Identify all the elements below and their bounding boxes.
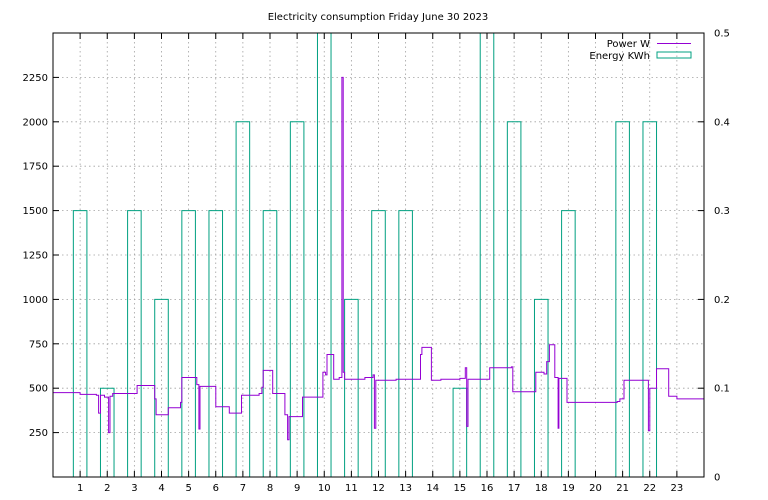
energy-bar bbox=[235, 121, 251, 477]
x-tick-label: 9 bbox=[294, 483, 300, 494]
energy-bar bbox=[99, 387, 115, 477]
y-left-tick-label: 1250 bbox=[23, 251, 48, 262]
legend-swatch-energy bbox=[656, 51, 692, 59]
y-left-tick-label: 2000 bbox=[23, 117, 48, 128]
x-tick-label: 10 bbox=[318, 483, 331, 494]
legend: Power W Energy KWh bbox=[589, 39, 692, 62]
x-tick-label: 8 bbox=[267, 483, 273, 494]
legend-label-power: Power W bbox=[607, 39, 650, 50]
energy-bar bbox=[642, 121, 658, 477]
energy-bar bbox=[371, 210, 386, 477]
power-line-group bbox=[53, 76, 704, 441]
x-tick-label: 16 bbox=[481, 483, 494, 494]
x-tick-label: 23 bbox=[671, 483, 684, 494]
y-left-tick-label: 250 bbox=[29, 428, 48, 439]
x-tick-label: 22 bbox=[643, 483, 656, 494]
axis-ticks: 1 2 3 4 5 6 7 8 9 10 11 12 13 14 15 16 17 18 19 20 21 22 23250… bbox=[23, 29, 730, 495]
y-left-tick-label: 1750 bbox=[23, 162, 48, 173]
x-tick-label: 15 bbox=[454, 483, 467, 494]
chart-title: Electricity consumption Friday June 30 2… bbox=[268, 12, 489, 23]
energy-bar bbox=[561, 210, 576, 477]
energy-bar bbox=[506, 121, 522, 477]
x-tick-label: 13 bbox=[399, 483, 412, 494]
x-tick-label: 20 bbox=[589, 483, 602, 494]
energy-bar bbox=[208, 210, 224, 477]
y-right-tick-label: 0.5 bbox=[714, 29, 730, 40]
y-right-tick-label: 0.3 bbox=[714, 206, 730, 217]
y-right-tick-label: 0.1 bbox=[714, 384, 730, 395]
x-tick-label: 3 bbox=[131, 483, 137, 494]
x-tick-label: 2 bbox=[104, 483, 110, 494]
energy-bar bbox=[127, 210, 142, 477]
energy-bar bbox=[262, 210, 278, 477]
x-tick-label: 11 bbox=[345, 483, 358, 494]
energy-bar bbox=[533, 298, 549, 477]
x-tick-label: 1 bbox=[77, 483, 83, 494]
energy-bar bbox=[452, 387, 468, 477]
y-left-tick-label: 500 bbox=[29, 384, 48, 395]
y-left-tick-label: 1000 bbox=[23, 295, 48, 306]
x-tick-label: 19 bbox=[562, 483, 575, 494]
x-tick-label: 14 bbox=[426, 483, 439, 494]
energy-bar bbox=[615, 121, 630, 477]
x-tick-label: 18 bbox=[535, 483, 548, 494]
energy-bar bbox=[344, 298, 359, 477]
y-right-tick-label: 0 bbox=[714, 473, 720, 484]
x-tick-label: 12 bbox=[372, 483, 385, 494]
x-tick-label: 5 bbox=[185, 483, 191, 494]
grid bbox=[53, 33, 704, 477]
x-tick-label: 21 bbox=[616, 483, 629, 494]
y-left-tick-label: 1500 bbox=[23, 206, 48, 217]
y-left-tick-label: 2250 bbox=[23, 73, 48, 84]
energy-bar bbox=[181, 210, 196, 477]
energy-bar bbox=[398, 210, 413, 477]
y-right-tick-label: 0.2 bbox=[714, 295, 730, 306]
x-tick-label: 6 bbox=[213, 483, 219, 494]
power-line bbox=[53, 76, 704, 441]
x-tick-label: 17 bbox=[508, 483, 521, 494]
energy-bar bbox=[72, 210, 88, 477]
x-tick-label: 7 bbox=[240, 483, 246, 494]
legend-label-energy: Energy KWh bbox=[589, 51, 650, 62]
y-right-tick-label: 0.4 bbox=[714, 117, 730, 128]
x-tick-label: 4 bbox=[158, 483, 164, 494]
y-left-tick-label: 750 bbox=[29, 339, 48, 350]
energy-bar bbox=[289, 121, 305, 477]
